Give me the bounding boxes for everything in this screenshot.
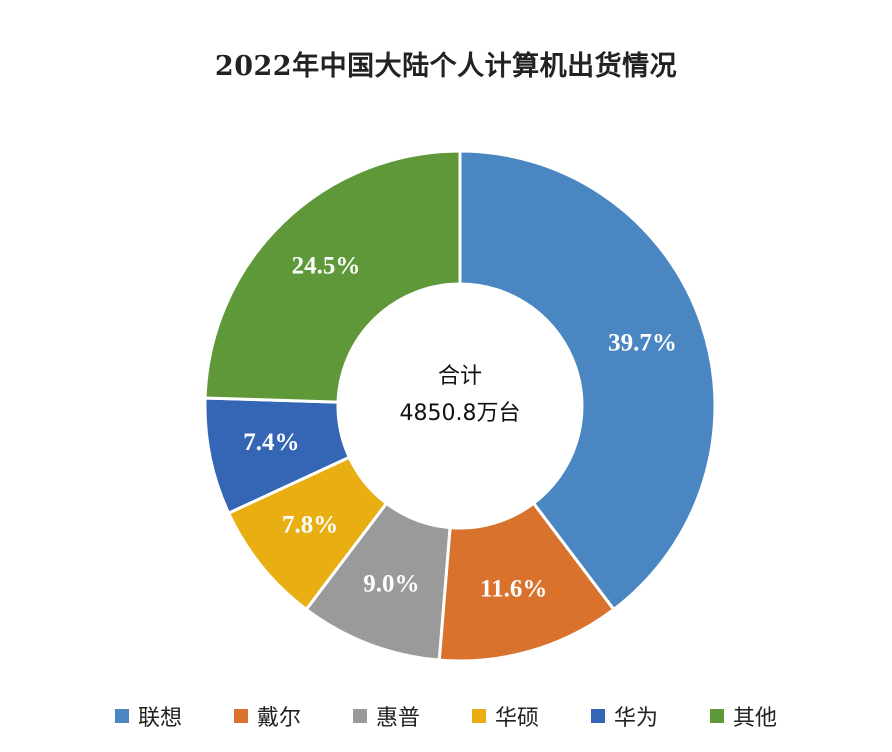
legend-item-asus: 华硕 xyxy=(472,700,539,732)
slice-label-lenovo: 39.7% xyxy=(608,330,677,357)
legend-swatch-icon xyxy=(591,709,606,723)
legend-item-dell: 戴尔 xyxy=(233,700,301,732)
legend-item-other: 其他 xyxy=(710,700,777,732)
total-label: 合计 xyxy=(437,364,482,389)
legend-swatch-icon xyxy=(114,709,129,723)
legend-swatch-icon xyxy=(710,709,725,723)
legend-label: 惠普 xyxy=(375,706,420,731)
total-value: 4850.8万台 xyxy=(399,401,521,426)
slice-lenovo xyxy=(458,149,717,612)
legend-item-huawei: 华为 xyxy=(591,700,658,732)
legend-label: 华为 xyxy=(614,706,659,731)
chart-title: 2022年中国大陆个人计算机出货情况 xyxy=(214,51,678,82)
slice-label-huawei: 7.4% xyxy=(243,429,299,456)
slice-label-hp: 9.0% xyxy=(363,571,419,598)
slice-label-other: 24.5% xyxy=(292,252,361,279)
legend-label: 联想 xyxy=(137,706,182,731)
slice-label-asus: 7.8% xyxy=(282,512,338,539)
legend-label: 其他 xyxy=(733,706,778,731)
legend-label: 戴尔 xyxy=(256,706,301,731)
slice-label-dell: 11.6% xyxy=(480,576,547,603)
legend: 联想 戴尔 惠普 华硕 华为 其他 xyxy=(0,700,892,732)
legend-label: 华硕 xyxy=(495,706,540,731)
legend-swatch-icon xyxy=(352,709,367,723)
legend-item-hp: 惠普 xyxy=(352,700,420,732)
legend-swatch-icon xyxy=(233,709,248,723)
legend-swatch-icon xyxy=(472,709,486,723)
slice-other xyxy=(203,149,462,404)
legend-item-lenovo: 联想 xyxy=(114,700,182,732)
